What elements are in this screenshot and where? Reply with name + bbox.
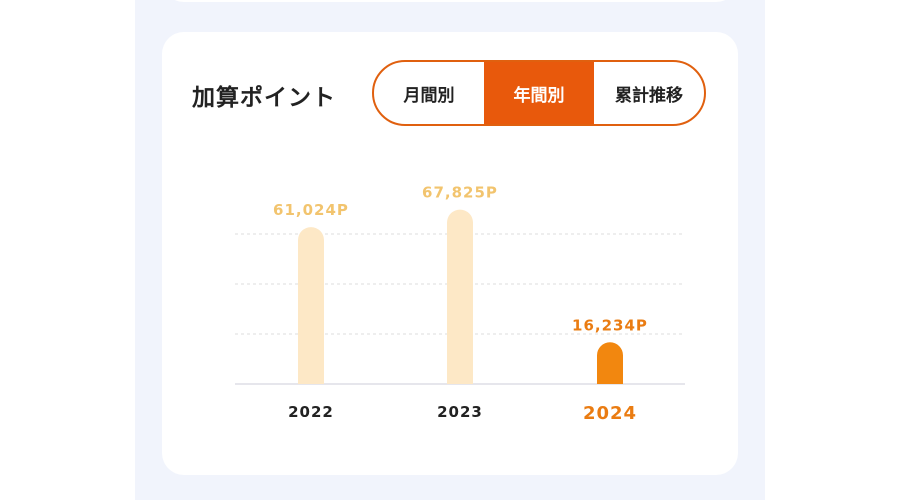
section-title: 加算ポイント: [192, 85, 336, 111]
tab-yearly[interactable]: 年間別: [484, 62, 594, 124]
value-label-2022: 61,024P: [273, 201, 349, 219]
bar-2022: [298, 227, 324, 384]
category-label-2022: 2022: [288, 403, 334, 421]
bar-2023: [447, 209, 473, 384]
tab-cumulative[interactable]: 累計推移: [615, 85, 683, 106]
period-tabs: 月間別 年間別 累計推移: [372, 60, 706, 126]
category-label-2023: 2023: [437, 403, 483, 421]
points-card: 加算ポイント 月間別 年間別 累計推移 61,024P 2022 67,825P 20…: [162, 32, 738, 475]
value-label-2024: 16,234P: [572, 316, 648, 334]
category-label-2024: 2024: [583, 403, 637, 424]
bar-2024: [597, 342, 623, 384]
value-label-2023: 67,825P: [422, 184, 498, 202]
yearly-points-chart: 61,024P 2022 67,825P 2023 16,234P 2024: [235, 184, 685, 424]
tab-monthly[interactable]: 月間別: [403, 85, 455, 106]
previous-card: [162, 0, 738, 2]
